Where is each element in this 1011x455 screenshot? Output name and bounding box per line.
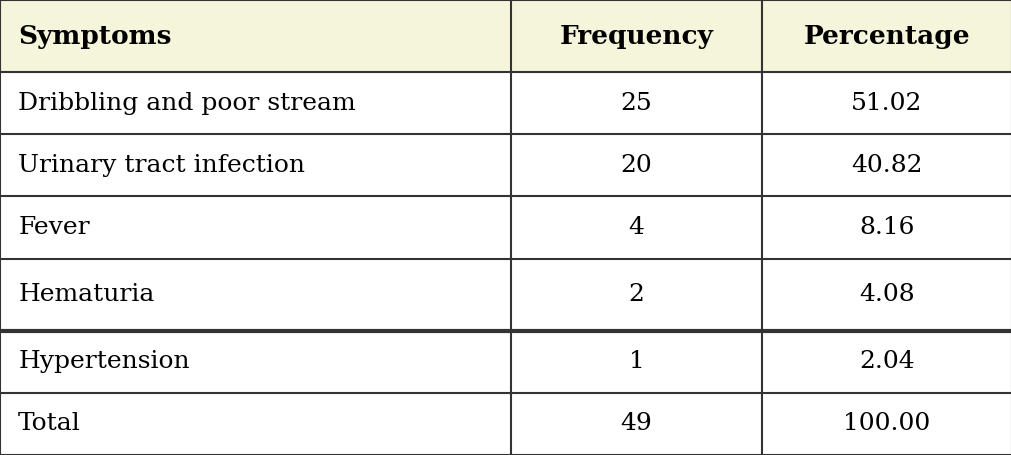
Text: Hematuria: Hematuria xyxy=(18,283,155,306)
Bar xyxy=(0,258,1011,331)
Text: Hypertension: Hypertension xyxy=(18,350,190,374)
Text: 4: 4 xyxy=(628,216,644,239)
Text: 20: 20 xyxy=(620,154,652,177)
Bar xyxy=(0,0,1011,72)
Bar xyxy=(0,72,1011,134)
Text: 2.04: 2.04 xyxy=(858,350,914,374)
Text: 4.08: 4.08 xyxy=(858,283,914,306)
Text: 100.00: 100.00 xyxy=(842,413,930,435)
Bar xyxy=(0,197,1011,258)
Text: 8.16: 8.16 xyxy=(858,216,914,239)
Text: Fever: Fever xyxy=(18,216,90,239)
Text: Frequency: Frequency xyxy=(559,24,713,49)
Text: 40.82: 40.82 xyxy=(850,154,922,177)
Text: 1: 1 xyxy=(628,350,644,374)
Bar xyxy=(0,331,1011,393)
Text: Symptoms: Symptoms xyxy=(18,24,172,49)
Text: 49: 49 xyxy=(620,413,652,435)
Text: 51.02: 51.02 xyxy=(850,92,922,115)
Text: Total: Total xyxy=(18,413,81,435)
Text: 2: 2 xyxy=(628,283,644,306)
Text: Dribbling and poor stream: Dribbling and poor stream xyxy=(18,92,356,115)
Text: Percentage: Percentage xyxy=(803,24,970,49)
Bar xyxy=(0,134,1011,197)
Text: Urinary tract infection: Urinary tract infection xyxy=(18,154,305,177)
Bar xyxy=(0,393,1011,455)
Text: 25: 25 xyxy=(620,92,652,115)
